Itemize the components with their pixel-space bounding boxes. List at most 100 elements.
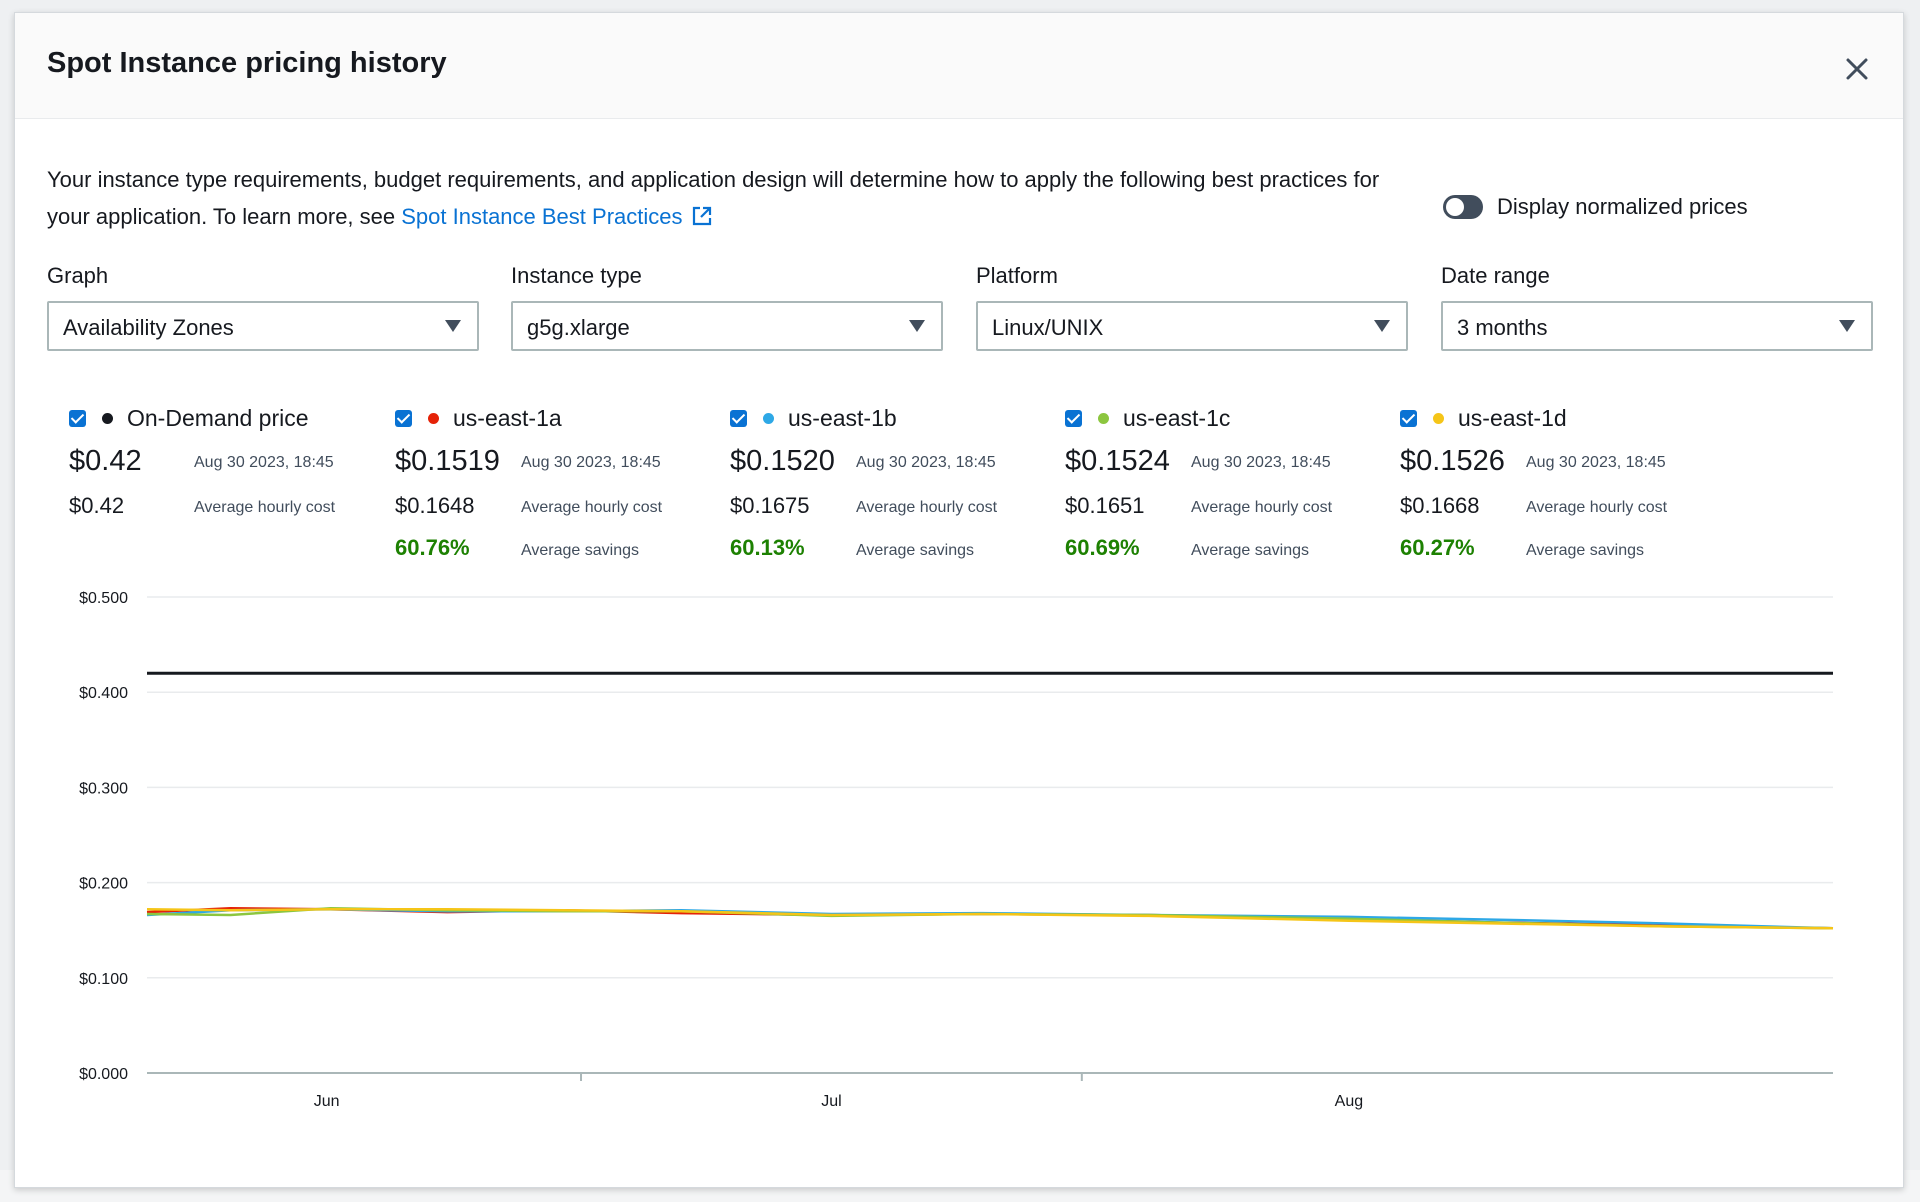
caret-down-icon xyxy=(1839,320,1855,332)
average-savings-label: Average savings xyxy=(1526,542,1644,559)
current-price: $0.1520 xyxy=(730,445,835,477)
average-savings: 60.13% xyxy=(730,535,805,560)
toggle-label: Display normalized prices xyxy=(1497,194,1748,219)
graph-select-value: Availability Zones xyxy=(63,315,234,340)
close-icon xyxy=(1846,58,1868,80)
date-range-field: Date range 3 months xyxy=(1441,263,1873,351)
date-range-label: Date range xyxy=(1441,263,1550,288)
toggle-knob xyxy=(1446,198,1464,216)
series-name: us-east-1b xyxy=(788,404,897,431)
price-timestamp: Aug 30 2023, 18:45 xyxy=(1526,454,1666,471)
price-timestamp: Aug 30 2023, 18:45 xyxy=(194,454,334,471)
date-range-select[interactable]: 3 months xyxy=(1441,301,1873,351)
instance-type-select[interactable]: g5g.xlarge xyxy=(511,301,943,351)
legend-head: On-Demand price xyxy=(69,403,309,433)
caret-down-icon xyxy=(1374,320,1390,332)
series-name: us-east-1c xyxy=(1123,404,1231,431)
legend-item-us-east-1c: us-east-1c $0.1524 Aug 30 2023, 18:45 $0… xyxy=(1065,403,1385,563)
average-hourly-cost: $0.1675 xyxy=(730,493,810,518)
series-name: On-Demand price xyxy=(127,404,309,431)
external-link-icon xyxy=(692,206,711,226)
platform-label: Platform xyxy=(976,263,1058,288)
legend-head: us-east-1c xyxy=(1065,403,1230,433)
toggle-switch[interactable] xyxy=(1443,195,1483,219)
average-savings: 60.27% xyxy=(1400,535,1475,560)
average-hourly-cost-label: Average hourly cost xyxy=(856,499,998,516)
pricing-history-modal: Spot Instance pricing history Your insta… xyxy=(14,12,1904,1188)
series-checkbox[interactable] xyxy=(395,409,412,427)
legend-item-us-east-1d: us-east-1d $0.1526 Aug 30 2023, 18:45 $0… xyxy=(1400,403,1720,563)
series-color-dot xyxy=(102,412,113,424)
price-history-chart: $0.000 $0.100 $0.200 $0.300 $0.400 $0.500 Jun J… xyxy=(79,590,1834,1110)
x-tick-label: Jul xyxy=(821,1093,841,1110)
series-checkbox[interactable] xyxy=(69,409,86,427)
average-savings-label: Average savings xyxy=(1191,542,1309,559)
average-savings: 60.69% xyxy=(1065,535,1140,560)
current-price: $0.42 xyxy=(69,445,142,477)
average-hourly-cost-label: Average hourly cost xyxy=(1526,499,1668,516)
average-savings-label: Average savings xyxy=(856,542,974,559)
intro-text: Your instance type requirements, budget … xyxy=(47,161,1407,235)
chart-axes: $0.000 $0.100 $0.200 $0.300 $0.400 $0.500 Jun J… xyxy=(79,590,1363,1110)
legend-head: us-east-1a xyxy=(395,403,562,433)
average-savings-label: Average savings xyxy=(521,542,639,559)
platform-field: Platform Linux/UNIX xyxy=(976,263,1408,351)
legend-item-us-east-1a: us-east-1a $0.1519 Aug 30 2023, 18:45 $0… xyxy=(395,403,715,563)
intro-body: Your instance type requirements, budget … xyxy=(47,167,1380,229)
y-tick-label: $0.300 xyxy=(79,780,128,797)
price-timestamp: Aug 30 2023, 18:45 xyxy=(1191,454,1331,471)
average-savings: 60.76% xyxy=(395,535,470,560)
y-tick-label: $0.000 xyxy=(79,1066,128,1083)
graph-field: Graph Availability Zones xyxy=(47,263,479,351)
date-range-select-value: 3 months xyxy=(1457,315,1548,340)
caret-down-icon xyxy=(445,320,461,332)
average-hourly-cost-label: Average hourly cost xyxy=(1191,499,1333,516)
price-timestamp: Aug 30 2023, 18:45 xyxy=(521,454,661,471)
series-name: us-east-1d xyxy=(1458,404,1567,431)
graph-label: Graph xyxy=(47,263,109,288)
chart-grid xyxy=(147,596,1833,1074)
series-checkbox[interactable] xyxy=(1065,409,1082,427)
y-tick-label: $0.200 xyxy=(79,876,128,893)
close-button[interactable] xyxy=(1839,51,1875,87)
platform-select[interactable]: Linux/UNIX xyxy=(976,301,1408,351)
platform-select-value: Linux/UNIX xyxy=(992,315,1104,340)
modal-title: Spot Instance pricing history xyxy=(47,47,447,79)
series-color-dot xyxy=(428,412,439,424)
average-hourly-cost: $0.1651 xyxy=(1065,493,1145,518)
series-line-us-east-1d xyxy=(146,908,1834,930)
series-color-dot xyxy=(1433,412,1444,424)
best-practices-link-label: Spot Instance Best Practices xyxy=(401,204,683,229)
series-color-dot xyxy=(1098,412,1109,424)
average-hourly-cost-label: Average hourly cost xyxy=(194,499,336,516)
series-checkbox[interactable] xyxy=(1400,409,1417,427)
best-practices-link[interactable]: Spot Instance Best Practices xyxy=(401,204,712,229)
graph-select[interactable]: Availability Zones xyxy=(47,301,479,351)
caret-down-icon xyxy=(909,320,925,332)
series-name: us-east-1a xyxy=(453,404,562,431)
legend-head: us-east-1d xyxy=(1400,403,1567,433)
legend-item-on-demand: On-Demand price $0.42 Aug 30 2023, 18:45… xyxy=(69,403,389,563)
x-tick-label: Aug xyxy=(1335,1093,1363,1110)
instance-type-label: Instance type xyxy=(511,263,642,288)
series-color-dot xyxy=(763,412,774,424)
instance-type-field: Instance type g5g.xlarge xyxy=(511,263,943,351)
legend-item-us-east-1b: us-east-1b $0.1520 Aug 30 2023, 18:45 $0… xyxy=(730,403,1050,563)
chart-series xyxy=(146,671,1834,930)
average-hourly-cost: $0.1668 xyxy=(1400,493,1480,518)
series-checkbox[interactable] xyxy=(730,409,747,427)
instance-type-select-value: g5g.xlarge xyxy=(527,315,630,340)
average-hourly-cost: $0.1648 xyxy=(395,493,475,518)
current-price: $0.1519 xyxy=(395,445,500,477)
average-hourly-cost: $0.42 xyxy=(69,493,125,518)
current-price: $0.1526 xyxy=(1400,445,1505,477)
y-tick-label: $0.500 xyxy=(79,590,128,607)
normalized-prices-toggle[interactable]: Display normalized prices xyxy=(1443,191,1748,223)
y-tick-label: $0.400 xyxy=(79,685,128,702)
legend-head: us-east-1b xyxy=(730,403,897,433)
y-tick-label: $0.100 xyxy=(79,971,128,988)
price-timestamp: Aug 30 2023, 18:45 xyxy=(856,454,996,471)
x-tick-label: Jun xyxy=(314,1093,340,1110)
average-hourly-cost-label: Average hourly cost xyxy=(521,499,663,516)
current-price: $0.1524 xyxy=(1065,445,1170,477)
